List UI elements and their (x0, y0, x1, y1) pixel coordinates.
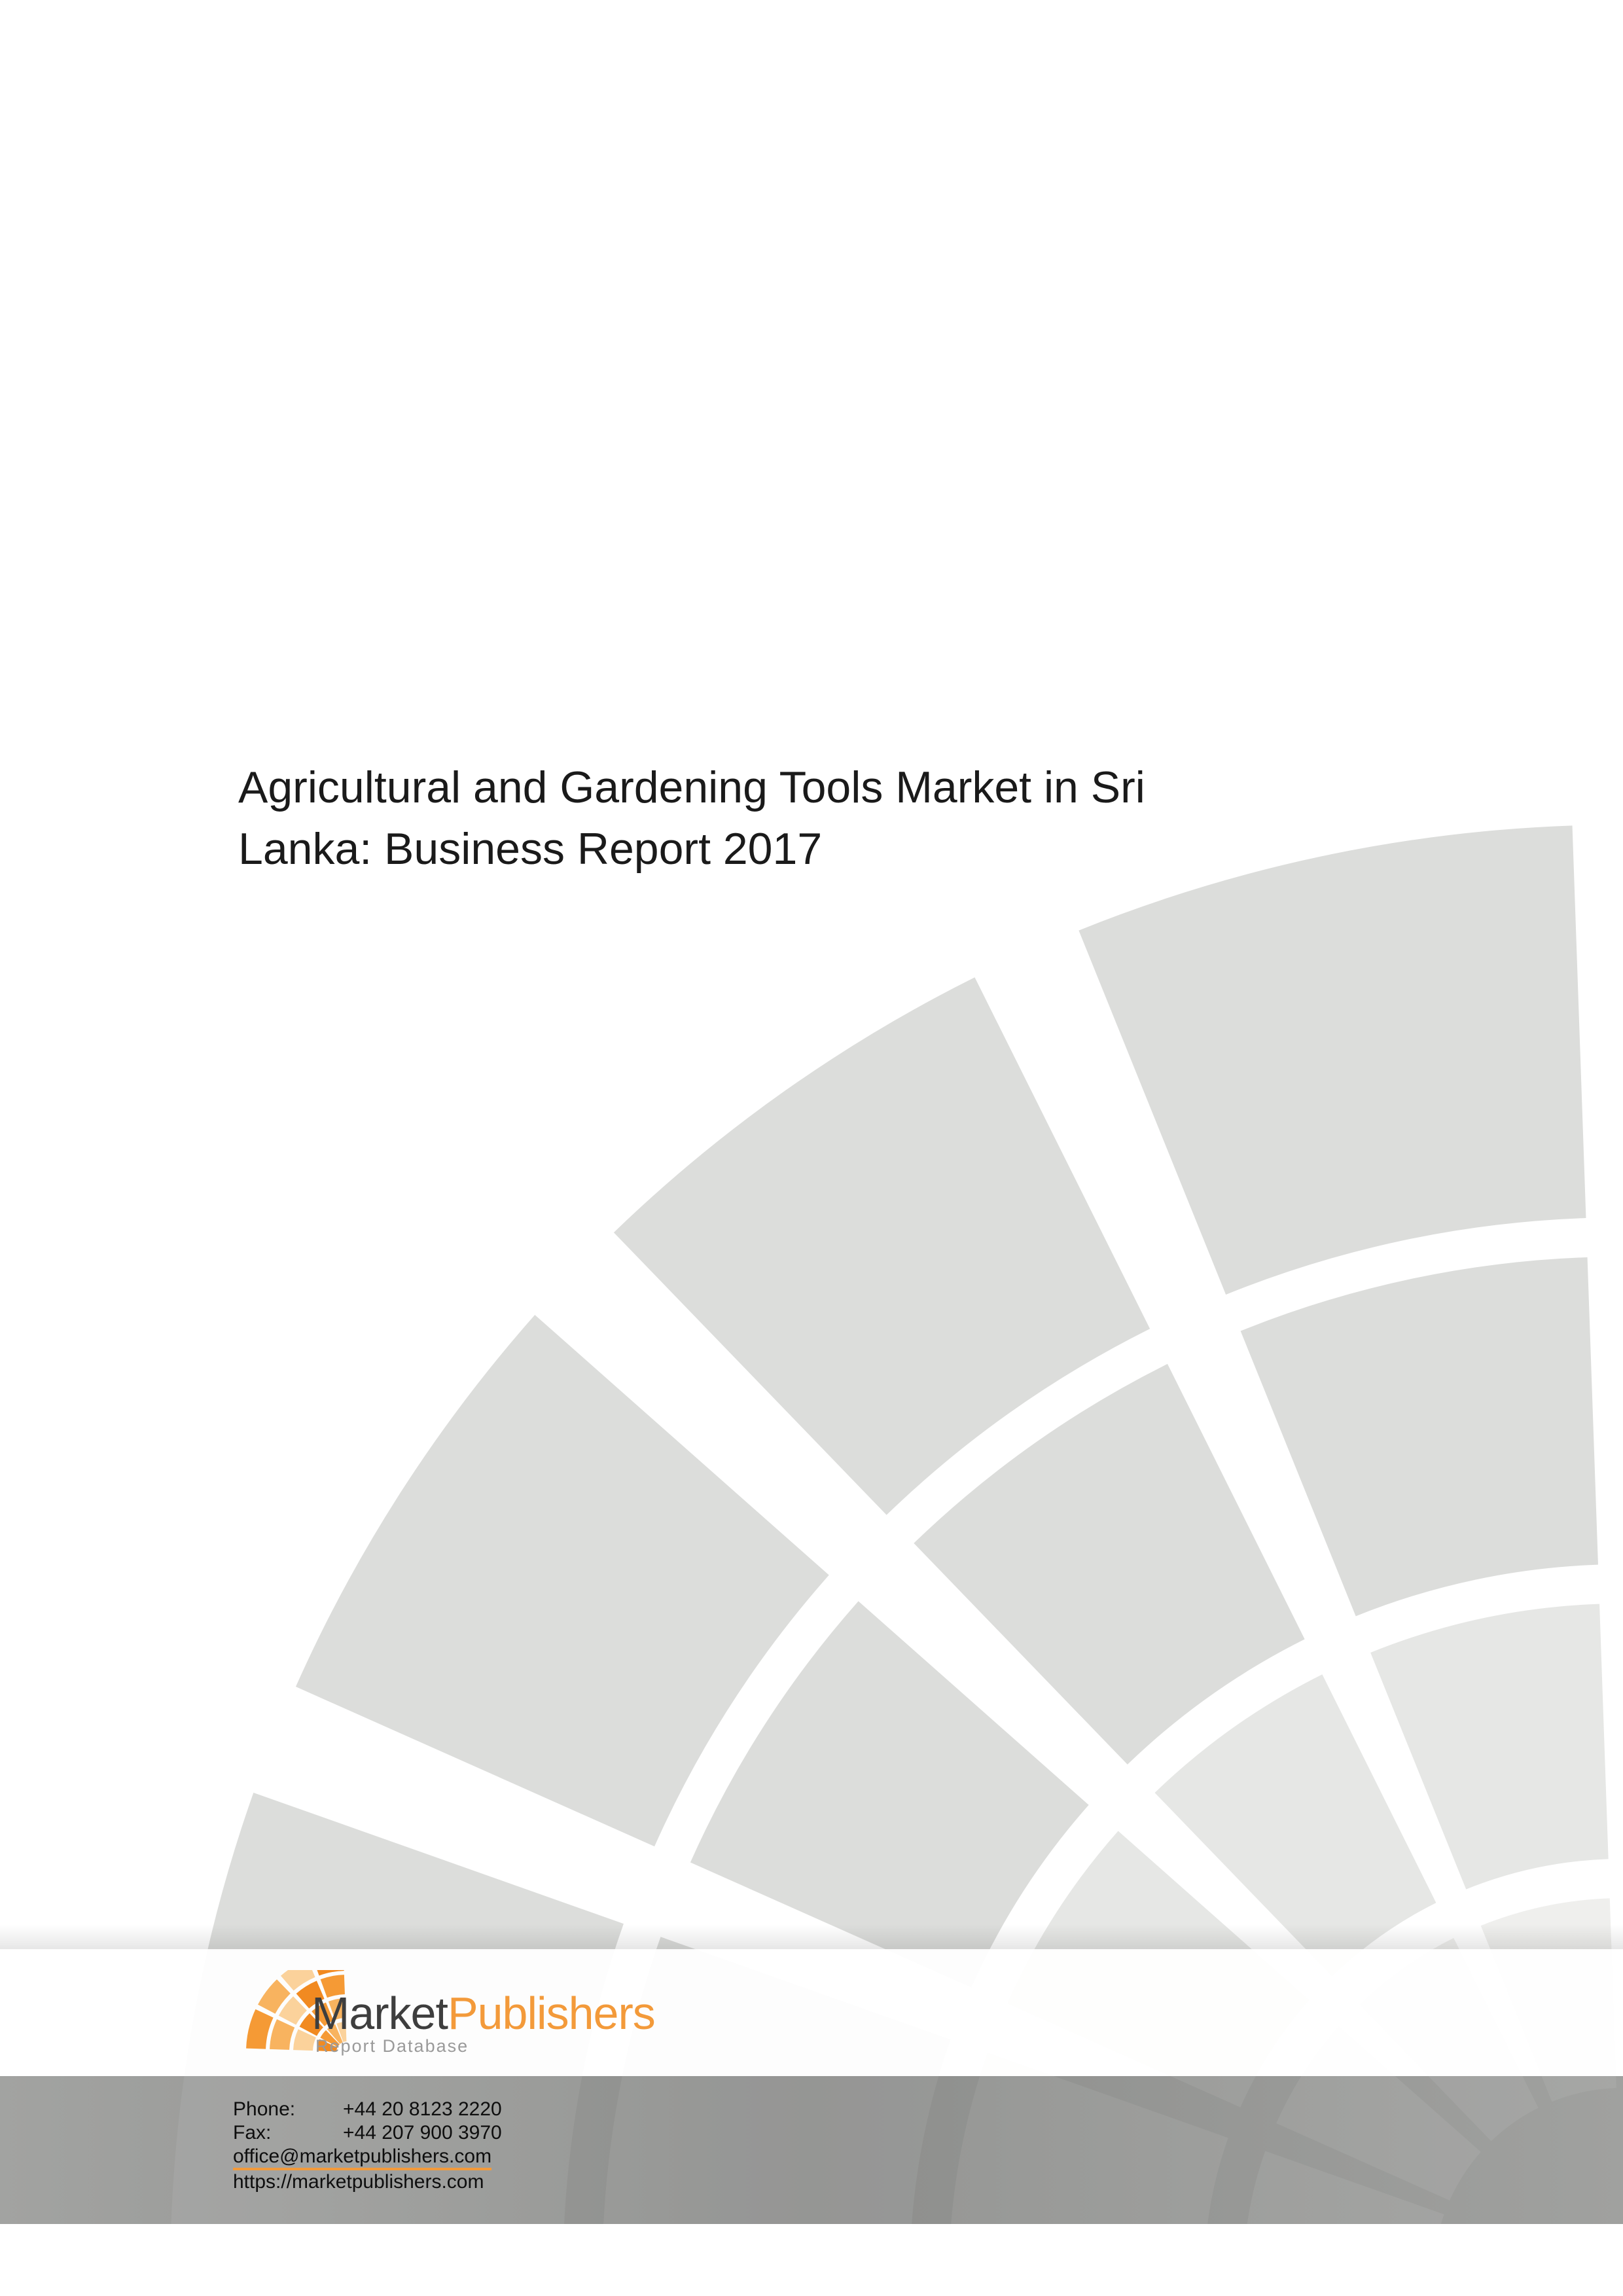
arc-tile (690, 1601, 1089, 1988)
footer-arc-tile (171, 2076, 582, 2224)
logo-tile (328, 1998, 346, 2020)
brand-name-market: Market (312, 1988, 448, 2039)
footer-arc-tile (951, 2076, 1228, 2224)
arc-tile (613, 977, 1150, 1515)
brand-subtitle: Report Database (315, 2036, 469, 2056)
email-row: office@marketpublishers.com (233, 2145, 502, 2170)
report-title: Agricultural and Gardening Tools Market … (238, 757, 1351, 880)
band-shadow (0, 1924, 1623, 1950)
arc-tile (1079, 825, 1586, 1295)
footer-arc-tile (1428, 2076, 1539, 2142)
logo-tile (299, 2013, 323, 2036)
market-publishers-logo-icon (246, 1970, 347, 2052)
footer-band (0, 2076, 1623, 2224)
phone-row: Phone: +44 20 8123 2220 (233, 2098, 502, 2121)
footer-arc-tile (1276, 2076, 1481, 2201)
email-link[interactable]: office@marketpublishers.com (233, 2145, 492, 2170)
report-title-line-2: Lanka: Business Report 2017 (238, 824, 823, 874)
logo-band (0, 1949, 1623, 2076)
fax-row: Fax: +44 207 900 3970 (233, 2121, 502, 2145)
arc-tile (914, 1363, 1305, 1765)
footer-arc-tile (1541, 2076, 1616, 2102)
brand-name-publishers: Publishers (447, 1988, 656, 2039)
fax-number: +44 207 900 3970 (343, 2122, 502, 2144)
bottom-strip (0, 2224, 1623, 2296)
report-title-line-1: Agricultural and Gardening Tools Market … (238, 762, 1145, 812)
logo-tile (336, 2022, 347, 2042)
arc-tile (1240, 1257, 1598, 1617)
footer-arc-pattern (171, 2076, 1616, 2224)
logo-tile (320, 2030, 340, 2047)
logo-tile (280, 1970, 315, 1991)
logo-tile (258, 1979, 291, 2014)
footer-arc-tile (1247, 2151, 1444, 2224)
logo-tile (327, 2024, 343, 2044)
phone-label: Phone: (233, 2098, 296, 2120)
logo-tile (320, 1975, 345, 1998)
website-row: https://marketpublishers.com (233, 2170, 502, 2194)
logo-tile (317, 2039, 338, 2052)
logo-tile (312, 2002, 334, 2026)
footer-arc-tile (1170, 2076, 1257, 2108)
contact-block: Phone: +44 20 8123 2220 Fax: +44 207 900 3… (233, 2098, 502, 2194)
logo-tile (296, 1981, 325, 2009)
arc-tile (295, 1314, 829, 1847)
logo-tile (293, 2029, 316, 2051)
phone-number: +44 20 8123 2220 (343, 2098, 502, 2120)
arc-tile (1370, 1604, 1609, 1890)
arc-tile (1154, 1674, 1436, 1977)
logo-tile (246, 2009, 274, 2049)
footer-arc-tile (603, 2076, 939, 2224)
brand-name: MarketPublishers (312, 1987, 656, 2039)
logo-tile (270, 2019, 295, 2050)
logo-tile (278, 1996, 307, 2025)
logo-tile (317, 1970, 344, 1976)
website-link[interactable]: https://marketpublishers.com (233, 2171, 484, 2193)
fax-label: Fax: (233, 2122, 272, 2144)
